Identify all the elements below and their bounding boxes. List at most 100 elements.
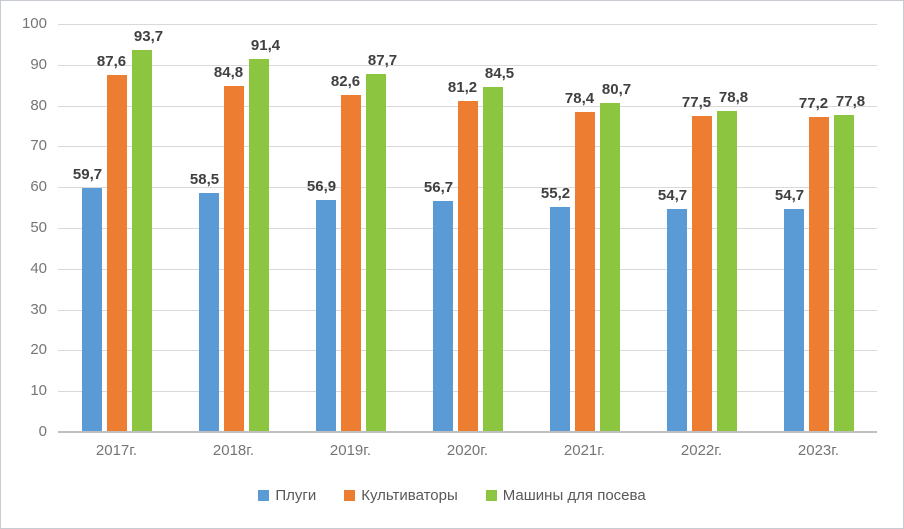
bar-value-label: 82,6 <box>330 73 361 90</box>
bar-value-label: 55,2 <box>540 184 571 202</box>
bar <box>432 200 453 432</box>
y-tick-label: 10 <box>30 382 47 400</box>
bar <box>549 206 570 432</box>
bar-slot: 77,5 <box>682 24 712 432</box>
bar-slot: 56,7 <box>424 24 453 432</box>
bar-value-label: 80,7 <box>601 80 632 98</box>
bar-value-label: 87,6 <box>96 52 127 70</box>
y-tick-label: 50 <box>30 219 47 236</box>
y-tick-label: 90 <box>30 55 47 73</box>
bar-slot: 78,8 <box>716 24 748 432</box>
bar-slot: 80,7 <box>599 24 631 432</box>
bar <box>833 114 854 432</box>
bar <box>106 74 127 432</box>
bar-slot: 77,8 <box>833 24 865 432</box>
bar <box>716 110 737 432</box>
bar <box>482 87 503 432</box>
bar <box>691 115 712 432</box>
gridline <box>58 64 877 66</box>
bar-slot: 59,7 <box>73 24 102 432</box>
plot-area: 59,7 87,6 93,7 58,5 84,8 91,4 56,9 82,6 87,7 56,7… <box>58 24 877 433</box>
bar-value-label: 84,5 <box>484 65 515 83</box>
bar-slot: 77,2 <box>799 24 829 432</box>
legend-label: Культиваторы <box>361 487 458 504</box>
bar-value-label: 84,8 <box>213 64 244 82</box>
x-axis-label: 2022г. <box>680 442 723 459</box>
bar <box>599 102 620 432</box>
bar-slot: 58,5 <box>190 24 219 432</box>
x-axis-label: 2021г. <box>563 442 606 459</box>
bar-value-label: 77,5 <box>681 93 712 111</box>
bar-value-label: 81,2 <box>447 78 478 96</box>
bar <box>81 188 102 432</box>
bar-value-label: 58,5 <box>189 171 220 189</box>
bar-group: 59,7 87,6 93,7 <box>73 24 163 432</box>
x-axis-labels: 2017г. 2018г. 2019г. 2020г. 2021г. 2022г. 2023… <box>58 442 877 459</box>
bar <box>315 199 336 432</box>
bar-value-label: 56,9 <box>306 177 337 195</box>
y-tick-label: 30 <box>30 300 47 318</box>
gridline <box>58 24 877 25</box>
bar-slot: 55,2 <box>541 24 570 432</box>
bar-slot: 84,8 <box>214 24 244 432</box>
bar-slot: 82,6 <box>331 24 361 432</box>
bar <box>365 74 386 432</box>
bar-value-label: 87,7 <box>367 52 398 70</box>
legend-swatch <box>258 490 270 501</box>
bar <box>131 49 152 432</box>
bar-slot: 87,6 <box>97 24 127 432</box>
y-tick-label: 70 <box>30 137 47 155</box>
bar-slot: 54,7 <box>775 24 804 432</box>
legend-item: Плуги <box>258 487 316 504</box>
bar <box>198 193 219 432</box>
y-tick-label: 20 <box>30 341 47 359</box>
bar <box>340 95 361 432</box>
bar-value-label: 78,4 <box>564 90 595 108</box>
legend-label: Машины для посева <box>502 487 646 504</box>
bar-value-label: 54,7 <box>657 186 688 204</box>
bar-group: 54,7 77,2 77,8 <box>775 24 865 432</box>
bar-group: 56,7 81,2 84,5 <box>424 24 514 432</box>
y-tick-label: 0 <box>38 423 47 440</box>
bar-group: 56,9 82,6 87,7 <box>307 24 397 432</box>
bar <box>457 100 478 432</box>
bar-slot: 91,4 <box>248 24 280 432</box>
bar-slot: 93,7 <box>131 24 163 432</box>
bar <box>574 112 595 432</box>
legend-swatch <box>485 490 497 501</box>
x-axis-label: 2023г. <box>797 442 840 459</box>
bar-value-label: 78,8 <box>718 88 749 106</box>
legend-item: Культиваторы <box>344 487 458 504</box>
bar-value-label: 56,7 <box>423 178 454 196</box>
y-tick-label: 60 <box>30 178 47 196</box>
legend-swatch <box>344 490 356 501</box>
bar-slot: 81,2 <box>448 24 478 432</box>
bar-slot: 78,4 <box>565 24 595 432</box>
legend-label: Плуги <box>275 487 317 504</box>
bar <box>223 86 244 432</box>
x-axis-label: 2019г. <box>329 442 372 459</box>
bar-group: 58,5 84,8 91,4 <box>190 24 280 432</box>
bar-value-label: 93,7 <box>133 27 164 45</box>
bar-slot: 87,7 <box>365 24 397 432</box>
bar-slot: 84,5 <box>482 24 514 432</box>
bar <box>783 208 804 432</box>
x-axis-label: 2018г. <box>212 442 255 459</box>
bar-slot: 54,7 <box>658 24 687 432</box>
bar-groups: 59,7 87,6 93,7 58,5 84,8 91,4 56,9 82,6 87,7 56,7… <box>58 24 877 432</box>
x-axis-label: 2017г. <box>95 442 138 459</box>
legend-item: Машины для посева <box>485 487 646 504</box>
bar-group: 55,2 78,4 80,7 <box>541 24 631 432</box>
bar <box>248 59 269 432</box>
y-tick-label: 40 <box>30 259 47 277</box>
bar-value-label: 59,7 <box>72 166 103 184</box>
bar-value-label: 54,7 <box>774 186 805 204</box>
bar-group: 54,7 77,5 78,8 <box>658 24 748 432</box>
bar-value-label: 91,4 <box>250 37 281 55</box>
bar-value-label: 77,2 <box>798 95 829 113</box>
x-axis-label: 2020г. <box>446 442 489 459</box>
bar <box>666 208 687 432</box>
chart-legend: Плуги Культиваторы Машины для посева <box>1 487 903 504</box>
bar-value-label: 77,8 <box>835 92 866 110</box>
